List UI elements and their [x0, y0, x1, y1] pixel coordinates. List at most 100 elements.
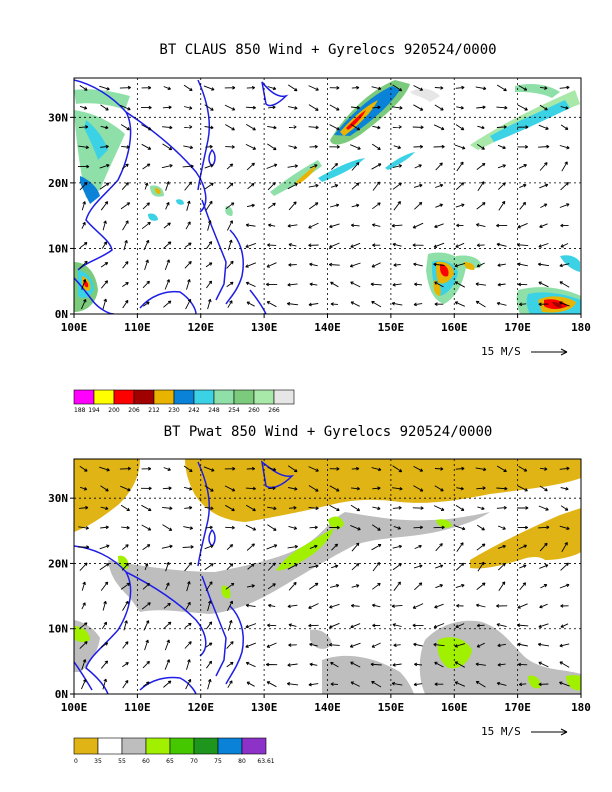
wind-arrow [328, 262, 340, 267]
wind-arrow [393, 145, 402, 149]
wind-arrow [267, 524, 277, 531]
wind-arrow [121, 562, 129, 571]
wind-arrow [99, 466, 110, 472]
wind-arrow [538, 623, 549, 629]
wind-arrow [559, 263, 570, 268]
wind-arrow [560, 505, 569, 511]
wind-arrow [496, 301, 507, 306]
wind-arrow [99, 563, 110, 571]
wind-arrow [184, 260, 192, 269]
wind-arrow [538, 124, 549, 130]
y-tick-label: 0N [55, 688, 68, 701]
wind-arrow [330, 564, 339, 569]
wind-arrow [350, 144, 361, 150]
wind-arrow [372, 582, 381, 590]
wind-arrow [350, 301, 360, 307]
wind-arrow [560, 223, 569, 228]
wind-arrow [559, 203, 570, 208]
wind-arrow [141, 124, 152, 131]
wind-arrow [538, 661, 549, 668]
wind-arrow [308, 85, 319, 91]
x-tick-label: 130E [251, 701, 278, 714]
wind-arrow [329, 86, 340, 90]
wind-arrow [476, 202, 486, 210]
wind-arrow [539, 104, 548, 111]
wind-arrow [245, 223, 256, 227]
wind-arrow [122, 679, 129, 689]
wind-arrow [226, 641, 234, 649]
wind-arrow [392, 563, 402, 571]
wind-arrow [434, 485, 444, 492]
pwat-moist-regions [74, 512, 581, 694]
wind-arrow [351, 563, 360, 571]
wind-arrow [165, 582, 170, 590]
wind-arrow [267, 623, 277, 628]
wind-arrow [286, 301, 299, 306]
wind-arrow [288, 201, 297, 211]
wind-arrow [140, 105, 152, 110]
wind-arrow [79, 242, 88, 249]
wind-arrow [454, 525, 466, 531]
wind-arrow [433, 525, 445, 530]
y-tick-label: 30N [48, 492, 68, 505]
wind-arrow [288, 581, 297, 591]
wind-arrow [99, 85, 110, 91]
panel-claus: BT CLAUS 850 Wind + Gyrelocs 920524/0000 [48, 42, 591, 414]
wind-arrow [517, 145, 529, 149]
wind-arrow [414, 544, 422, 550]
wind-arrow [517, 282, 528, 287]
colorbar-label: 194 [88, 407, 100, 414]
colorbar-swatch [213, 389, 235, 405]
wind-arrow [164, 279, 170, 290]
wind-arrow [330, 682, 339, 686]
wind-arrow [538, 302, 549, 307]
wind-arrow [539, 162, 548, 171]
wind-arrow [517, 506, 529, 510]
wind-arrow [227, 619, 233, 631]
wind-arrow [476, 543, 486, 551]
wind-arrow [226, 182, 234, 190]
wind-arrow [141, 504, 152, 512]
wind-arrow [496, 223, 508, 228]
wind-arrow [351, 182, 360, 190]
colorbar-label: 65 [166, 758, 174, 765]
wind-arrow [393, 525, 402, 530]
wind-arrow [371, 544, 382, 551]
wind-arrow [100, 201, 109, 211]
wind-arrow [538, 144, 550, 149]
x-tick-label: 100E [61, 701, 88, 714]
colorbar-swatch [73, 389, 95, 405]
wind-arrow [434, 281, 444, 288]
wind-arrow [308, 623, 319, 628]
wind-arrow [435, 203, 444, 208]
wind-arrow [120, 202, 131, 210]
wind-arrow [163, 86, 171, 91]
wind-arrow [330, 302, 339, 306]
wind-arrow [100, 506, 109, 511]
wind-arrow [455, 203, 465, 208]
colorbar-label: 188 [74, 407, 86, 414]
colorbar-label: 242 [188, 407, 200, 414]
wind-arrow [226, 544, 234, 551]
wind-arrow [287, 465, 298, 473]
wind-arrow [246, 85, 256, 90]
wind-arrow [392, 623, 402, 627]
wind-arrow [329, 505, 340, 512]
wind-arrow [497, 263, 506, 267]
y-tick-label: 30N [48, 111, 68, 124]
wind-arrow [308, 222, 319, 229]
wind-arrow [539, 603, 548, 609]
wind-arrow [370, 282, 382, 287]
wind-arrow [435, 183, 444, 188]
wind-arrow [350, 242, 361, 248]
wind-arrow [142, 280, 150, 289]
wind-arrow [391, 301, 403, 306]
wind-arrow [245, 642, 257, 648]
wind-arrow [350, 105, 360, 110]
y-tick-label: 10N [48, 623, 68, 636]
wind-arrow [560, 562, 569, 571]
wind-arrow [497, 544, 506, 549]
wind-arrow [267, 125, 277, 130]
wind-arrow [267, 506, 277, 511]
wind-arrow [162, 105, 172, 110]
